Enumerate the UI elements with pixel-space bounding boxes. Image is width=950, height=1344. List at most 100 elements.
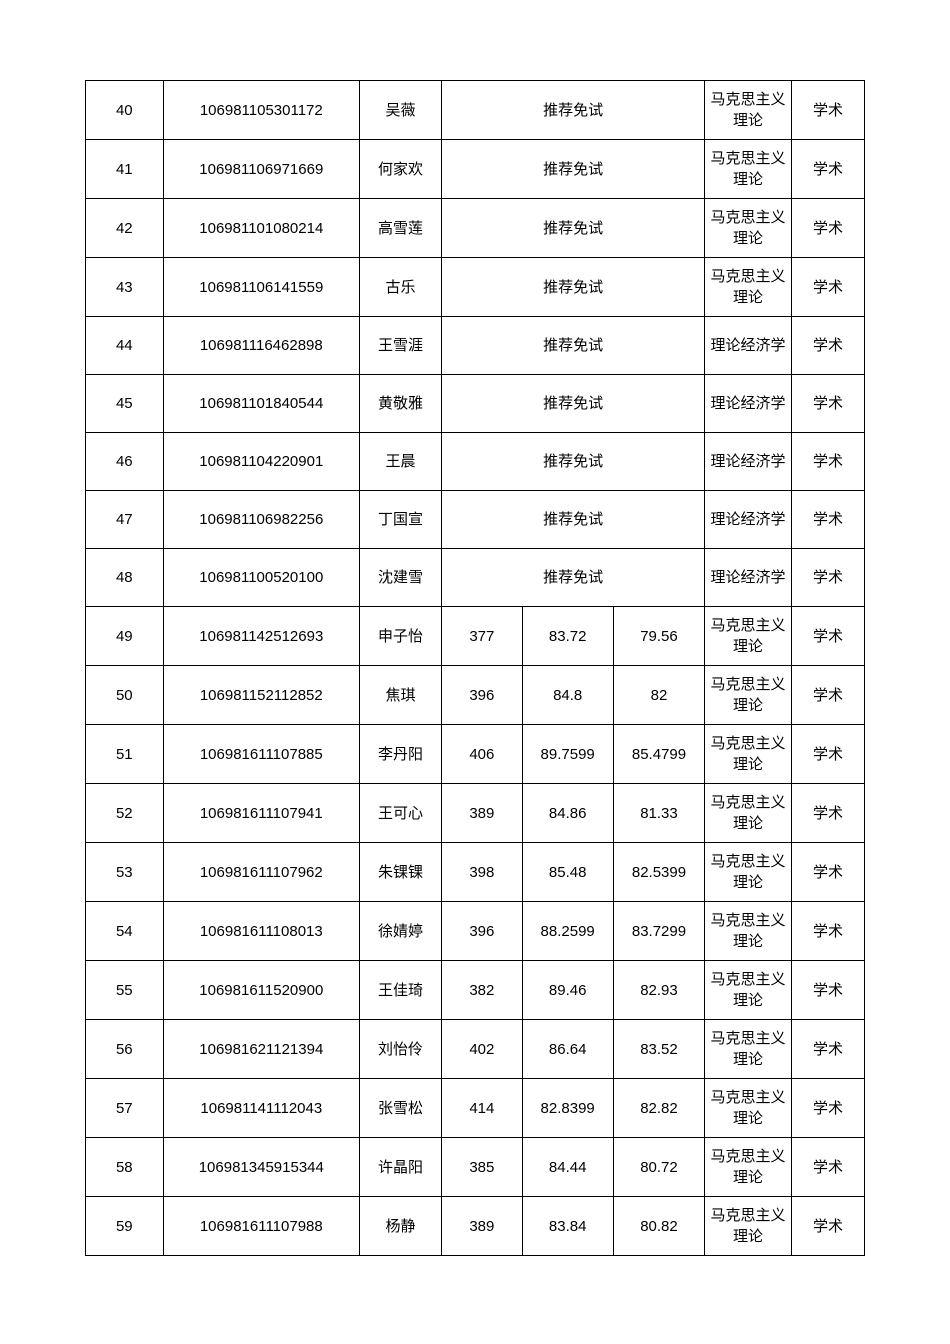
cell-name: 刘怡伶 — [359, 1020, 441, 1079]
cell-exemption: 推荐免试 — [442, 140, 705, 199]
cell-score2: 84.44 — [522, 1138, 613, 1197]
cell-score3: 82.5399 — [613, 843, 704, 902]
cell-id: 106981142512693 — [163, 607, 359, 666]
cell-name: 朱锞锞 — [359, 843, 441, 902]
cell-major: 马克思主义理论 — [705, 1197, 792, 1256]
table-row: 51106981611107885李丹阳40689.759985.4799马克思… — [86, 725, 865, 784]
table-row: 50106981152112852焦琪39684.882马克思主义理论学术 — [86, 666, 865, 725]
table-row: 53106981611107962朱锞锞39885.4882.5399马克思主义… — [86, 843, 865, 902]
cell-exemption: 推荐免试 — [442, 491, 705, 549]
cell-id: 106981101840544 — [163, 375, 359, 433]
cell-name: 徐婧婷 — [359, 902, 441, 961]
cell-name: 杨静 — [359, 1197, 441, 1256]
cell-exemption: 推荐免试 — [442, 433, 705, 491]
cell-major: 马克思主义理论 — [705, 258, 792, 317]
cell-id: 106981611107962 — [163, 843, 359, 902]
cell-seq: 53 — [86, 843, 164, 902]
cell-exemption: 推荐免试 — [442, 317, 705, 375]
cell-exemption: 推荐免试 — [442, 375, 705, 433]
cell-seq: 54 — [86, 902, 164, 961]
cell-major: 马克思主义理论 — [705, 784, 792, 843]
cell-id: 106981611520900 — [163, 961, 359, 1020]
cell-id: 106981611107988 — [163, 1197, 359, 1256]
cell-name: 古乐 — [359, 258, 441, 317]
cell-type: 学术 — [791, 199, 864, 258]
cell-type: 学术 — [791, 258, 864, 317]
table-row: 40106981105301172吴薇推荐免试马克思主义理论学术 — [86, 81, 865, 140]
cell-seq: 46 — [86, 433, 164, 491]
cell-score1: 414 — [442, 1079, 522, 1138]
cell-major: 理论经济学 — [705, 491, 792, 549]
cell-seq: 49 — [86, 607, 164, 666]
cell-major: 马克思主义理论 — [705, 843, 792, 902]
cell-name: 张雪松 — [359, 1079, 441, 1138]
cell-major: 马克思主义理论 — [705, 1138, 792, 1197]
cell-score2: 89.46 — [522, 961, 613, 1020]
cell-score2: 82.8399 — [522, 1079, 613, 1138]
table-row: 56106981621121394刘怡伶40286.6483.52马克思主义理论… — [86, 1020, 865, 1079]
cell-id: 106981611108013 — [163, 902, 359, 961]
cell-score1: 398 — [442, 843, 522, 902]
cell-id: 106981101080214 — [163, 199, 359, 258]
cell-score2: 88.2599 — [522, 902, 613, 961]
cell-score1: 396 — [442, 902, 522, 961]
admission-table: 40106981105301172吴薇推荐免试马克思主义理论学术41106981… — [85, 80, 865, 1256]
table-row: 41106981106971669何家欢推荐免试马克思主义理论学术 — [86, 140, 865, 199]
cell-major: 理论经济学 — [705, 433, 792, 491]
cell-name: 许晶阳 — [359, 1138, 441, 1197]
cell-score1: 402 — [442, 1020, 522, 1079]
cell-name: 焦琪 — [359, 666, 441, 725]
cell-type: 学术 — [791, 317, 864, 375]
cell-id: 106981100520100 — [163, 549, 359, 607]
cell-exemption: 推荐免试 — [442, 81, 705, 140]
table-row: 55106981611520900王佳琦38289.4682.93马克思主义理论… — [86, 961, 865, 1020]
cell-seq: 45 — [86, 375, 164, 433]
cell-name: 高雪莲 — [359, 199, 441, 258]
cell-score2: 83.84 — [522, 1197, 613, 1256]
cell-major: 理论经济学 — [705, 549, 792, 607]
cell-name: 吴薇 — [359, 81, 441, 140]
cell-seq: 44 — [86, 317, 164, 375]
table-row: 45106981101840544黄敬雅推荐免试理论经济学学术 — [86, 375, 865, 433]
cell-id: 106981106982256 — [163, 491, 359, 549]
table-row: 58106981345915344许晶阳38584.4480.72马克思主义理论… — [86, 1138, 865, 1197]
cell-id: 106981104220901 — [163, 433, 359, 491]
cell-major: 马克思主义理论 — [705, 199, 792, 258]
table-row: 42106981101080214高雪莲推荐免试马克思主义理论学术 — [86, 199, 865, 258]
cell-name: 何家欢 — [359, 140, 441, 199]
cell-type: 学术 — [791, 1079, 864, 1138]
cell-score1: 377 — [442, 607, 522, 666]
cell-id: 106981116462898 — [163, 317, 359, 375]
cell-score2: 84.8 — [522, 666, 613, 725]
cell-score3: 81.33 — [613, 784, 704, 843]
table-body: 40106981105301172吴薇推荐免试马克思主义理论学术41106981… — [86, 81, 865, 1256]
cell-type: 学术 — [791, 607, 864, 666]
cell-id: 106981141112043 — [163, 1079, 359, 1138]
cell-type: 学术 — [791, 1197, 864, 1256]
cell-type: 学术 — [791, 140, 864, 199]
table-row: 46106981104220901王晨推荐免试理论经济学学术 — [86, 433, 865, 491]
cell-major: 马克思主义理论 — [705, 607, 792, 666]
cell-seq: 51 — [86, 725, 164, 784]
cell-major: 马克思主义理论 — [705, 902, 792, 961]
cell-seq: 58 — [86, 1138, 164, 1197]
cell-score3: 82.93 — [613, 961, 704, 1020]
table-row: 52106981611107941王可心38984.8681.33马克思主义理论… — [86, 784, 865, 843]
cell-major: 理论经济学 — [705, 375, 792, 433]
cell-name: 王可心 — [359, 784, 441, 843]
cell-name: 王雪涯 — [359, 317, 441, 375]
cell-major: 马克思主义理论 — [705, 1079, 792, 1138]
cell-score1: 389 — [442, 784, 522, 843]
cell-score1: 396 — [442, 666, 522, 725]
cell-name: 申子怡 — [359, 607, 441, 666]
cell-score3: 82.82 — [613, 1079, 704, 1138]
cell-major: 马克思主义理论 — [705, 961, 792, 1020]
cell-seq: 41 — [86, 140, 164, 199]
cell-exemption: 推荐免试 — [442, 258, 705, 317]
cell-id: 106981611107885 — [163, 725, 359, 784]
cell-score3: 80.72 — [613, 1138, 704, 1197]
cell-seq: 57 — [86, 1079, 164, 1138]
cell-type: 学术 — [791, 375, 864, 433]
cell-type: 学术 — [791, 961, 864, 1020]
table-row: 44106981116462898王雪涯推荐免试理论经济学学术 — [86, 317, 865, 375]
